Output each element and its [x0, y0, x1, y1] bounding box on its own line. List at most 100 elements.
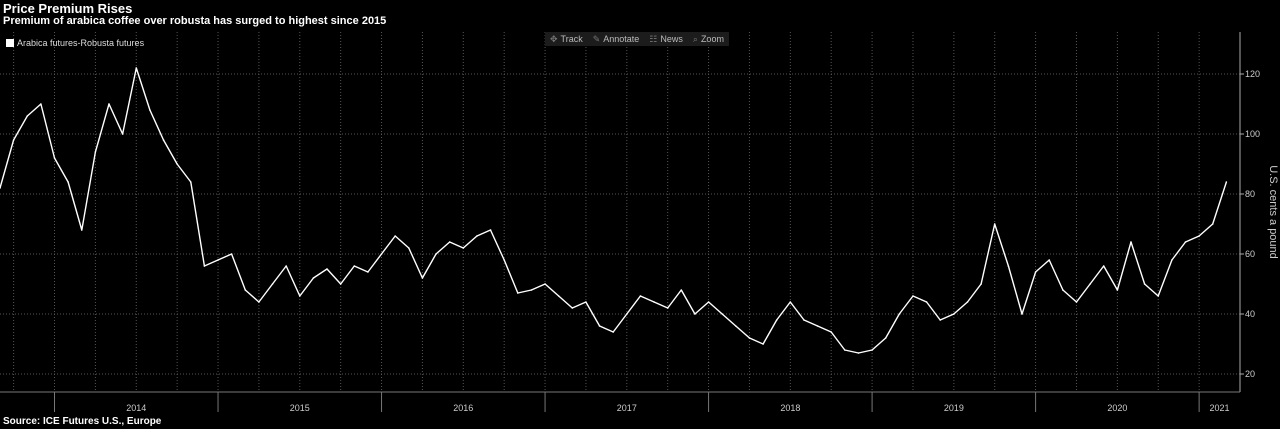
data-point	[639, 295, 642, 297]
news-button[interactable]: ☷ News	[644, 32, 688, 46]
data-point	[1130, 241, 1132, 243]
data-point	[489, 229, 492, 231]
data-point	[612, 331, 614, 333]
data-point	[421, 277, 424, 279]
data-point	[326, 268, 328, 270]
legend-swatch	[6, 39, 14, 47]
data-point	[884, 337, 887, 339]
data-point	[149, 109, 151, 111]
data-point	[1007, 265, 1010, 267]
data-point	[1034, 271, 1037, 273]
data-point	[1102, 265, 1105, 267]
legend-label: Arabica futures-Robusta futures	[17, 38, 145, 48]
annotate-label: Annotate	[603, 34, 640, 44]
grid	[0, 32, 1240, 392]
data-point	[67, 181, 69, 183]
data-point	[176, 163, 178, 165]
data-point	[448, 241, 451, 243]
data-point	[844, 349, 846, 351]
data-point	[12, 139, 15, 141]
legend[interactable]: Arabica futures-Robusta futures	[6, 38, 144, 48]
y-tick-label: 60	[1245, 249, 1255, 259]
data-point	[94, 151, 97, 153]
y-tick-label: 100	[1245, 129, 1260, 139]
data-point	[1062, 289, 1064, 291]
data-point	[108, 103, 110, 105]
data-point	[53, 157, 56, 159]
series-line	[0, 67, 1228, 354]
data-point	[707, 301, 710, 303]
data-point	[203, 265, 206, 267]
data-point	[557, 295, 560, 297]
data-point	[585, 301, 587, 303]
x-tick-label: 2020	[1107, 403, 1127, 413]
data-point	[162, 139, 165, 141]
data-point	[0, 187, 1, 189]
data-point	[217, 259, 219, 261]
data-point	[721, 313, 723, 315]
x-tick-label: 2021	[1210, 403, 1230, 413]
data-point	[544, 283, 546, 285]
data-point	[762, 343, 764, 345]
data-point	[530, 289, 533, 291]
chart-subtitle: Premium of arabica coffee over robusta h…	[3, 15, 387, 27]
data-point	[953, 313, 955, 315]
data-point	[830, 331, 833, 333]
data-point	[40, 103, 42, 105]
data-point	[803, 319, 805, 321]
data-point	[1048, 259, 1051, 261]
data-point	[503, 259, 505, 261]
data-point	[189, 181, 192, 183]
axes	[0, 32, 1244, 412]
track-button[interactable]: ✥ Track	[545, 32, 588, 46]
data-point	[680, 289, 683, 291]
data-point	[1171, 259, 1173, 261]
data-point	[1116, 289, 1119, 291]
data-point	[258, 301, 260, 303]
data-point	[694, 313, 696, 315]
y-tick-label: 40	[1245, 309, 1255, 319]
data-point	[748, 337, 751, 339]
data-point	[26, 115, 29, 117]
data-point	[1021, 313, 1023, 315]
data-point	[598, 325, 601, 327]
data-point	[285, 265, 287, 267]
y-tick-label: 80	[1245, 189, 1255, 199]
chart-title: Price Premium Rises	[3, 1, 133, 16]
data-point	[666, 307, 669, 309]
data-point	[121, 133, 124, 135]
annotate-button[interactable]: ✎ Annotate	[588, 32, 645, 46]
data-point	[626, 313, 628, 315]
data-point	[244, 289, 247, 291]
tick-labels: 20 40 60 80 100 120 2014 2015 2016 2017 2018 2019 20…	[126, 69, 1260, 413]
data-point	[1089, 283, 1091, 285]
track-label: Track	[560, 34, 583, 44]
chart-toolbar: ✥ Track ✎ Annotate ☷ News ⌕ Zoom	[545, 32, 729, 46]
data-point	[135, 67, 138, 69]
y-tick-label: 120	[1245, 69, 1260, 79]
data-point	[966, 301, 969, 303]
data-point	[407, 247, 410, 249]
data-point	[925, 301, 928, 303]
y-tick-label: 20	[1245, 369, 1255, 379]
data-point	[476, 235, 478, 237]
data-point	[775, 319, 778, 321]
x-tick-label: 2015	[290, 403, 310, 413]
data-point	[912, 295, 914, 297]
zoom-button[interactable]: ⌕ Zoom	[688, 32, 729, 46]
x-tick-label: 2014	[126, 403, 146, 413]
data-point	[353, 265, 356, 267]
data-point	[339, 283, 342, 285]
data-point	[435, 253, 437, 255]
crosshair-icon: ✥	[550, 33, 558, 44]
y-axis-label: U.S. cents a pound	[1267, 165, 1279, 259]
zoom-label: Zoom	[700, 34, 724, 44]
data-point	[517, 292, 519, 294]
data-point	[462, 247, 465, 249]
data-point	[312, 277, 315, 279]
data-point	[1157, 295, 1160, 297]
news-icon: ☷	[649, 33, 658, 44]
series	[0, 67, 1228, 354]
data-point	[1143, 283, 1146, 285]
